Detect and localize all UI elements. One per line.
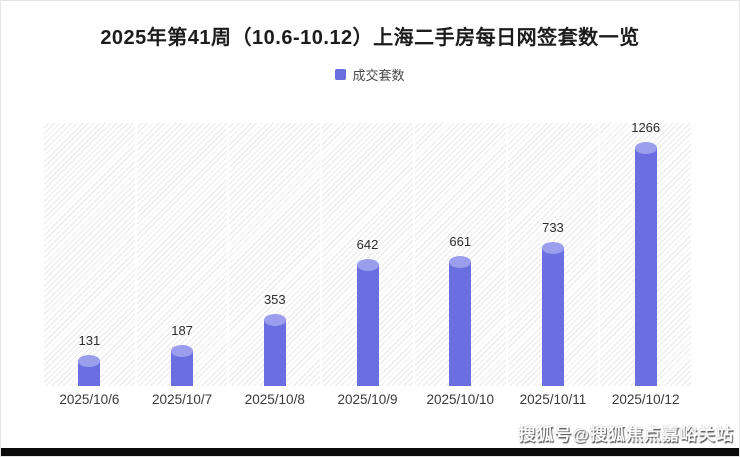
bar-column: 131 2025/10/6 xyxy=(44,123,135,407)
bar-column: 661 2025/10/10 xyxy=(414,123,506,407)
bar-cap xyxy=(634,142,657,154)
watermark-text: 搜狐号@搜狐焦点嘉峪关站 xyxy=(518,425,734,444)
bar-column: 353 2025/10/8 xyxy=(229,123,321,407)
x-axis-label: 2025/10/10 xyxy=(426,392,495,407)
bar-value-label: 661 xyxy=(449,234,472,249)
bar-cap xyxy=(78,355,101,367)
bar-column: 642 2025/10/9 xyxy=(322,123,413,407)
legend-swatch-icon xyxy=(335,69,347,80)
bar-column: 187 2025/10/7 xyxy=(136,123,228,407)
bar xyxy=(356,259,379,386)
bar-cap xyxy=(449,256,472,268)
chart-title: 2025年第41周（10.6-10.12）上海二手房每日网签套数一览 xyxy=(100,27,640,49)
chart-plot-area: 131 2025/10/6 187 2025/10/7 353 2025/10/8 642 2… xyxy=(44,120,692,407)
bar-value-label: 131 xyxy=(78,333,101,348)
bar xyxy=(263,314,286,386)
bar-cap xyxy=(541,242,564,254)
x-axis-label: 2025/10/12 xyxy=(611,392,680,407)
bar-value-label: 642 xyxy=(356,237,379,252)
bar-value-label: 187 xyxy=(171,323,193,338)
bar xyxy=(449,256,472,386)
bar-column: 1266 2025/10/12 xyxy=(600,120,692,407)
legend: 成交套数 xyxy=(1,65,739,84)
x-axis-label: 2025/10/9 xyxy=(337,392,398,407)
bar xyxy=(634,142,657,386)
bar xyxy=(78,355,101,386)
x-axis-label: 2025/10/6 xyxy=(59,392,120,407)
bar-value-label: 353 xyxy=(263,292,286,307)
bar-cap xyxy=(263,314,286,326)
bottom-black-strip xyxy=(1,448,739,456)
bar-cap xyxy=(356,259,379,271)
bar-value-label: 733 xyxy=(542,220,564,235)
bar-value-label: 1266 xyxy=(631,120,661,135)
legend-label: 成交套数 xyxy=(352,68,405,83)
x-axis-label: 2025/10/8 xyxy=(244,392,305,407)
bar-column: 733 2025/10/11 xyxy=(507,123,599,407)
x-axis-label: 2025/10/7 xyxy=(152,392,213,407)
x-axis-label: 2025/10/11 xyxy=(519,392,587,407)
bar-cap xyxy=(171,345,194,357)
bar xyxy=(171,345,194,386)
bar xyxy=(541,242,564,386)
